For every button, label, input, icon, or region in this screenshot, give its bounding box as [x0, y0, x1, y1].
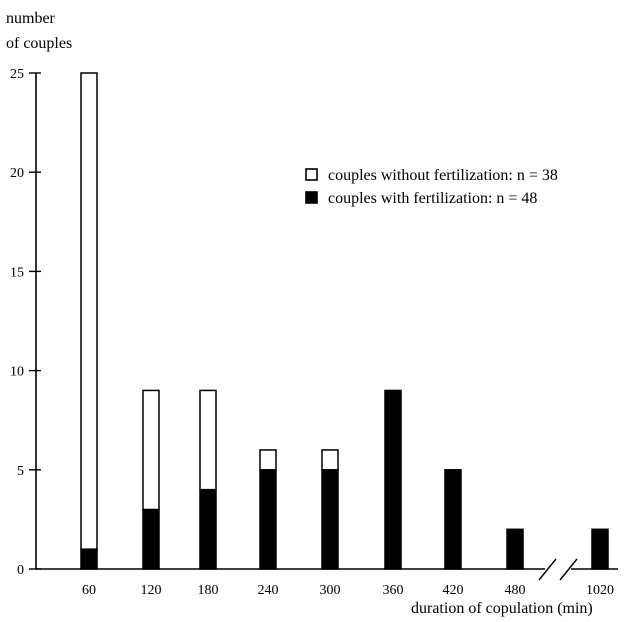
- x-tick-label: 180: [198, 583, 219, 598]
- bar-with-fertilization: [142, 508, 160, 570]
- y-tick-label: 10: [10, 365, 24, 380]
- x-tick-label: 240: [258, 583, 279, 598]
- bar-with-fertilization: [259, 469, 277, 570]
- legend-label-without-fertilization: couples without fertilization: n = 38: [328, 167, 558, 184]
- legend-label-with-fertilization: couples with fertilization: n = 48: [328, 190, 537, 207]
- x-axis-title: duration of copulation (min): [411, 600, 593, 617]
- x-tick-label: 480: [505, 583, 526, 598]
- bar-without-fertilization: [199, 389, 217, 491]
- y-tick-label: 25: [10, 67, 24, 82]
- bar-with-fertilization: [506, 528, 524, 570]
- bar-with-fertilization: [444, 469, 462, 570]
- x-tick-label: 300: [320, 583, 341, 598]
- bar-without-fertilization: [259, 449, 277, 471]
- bars: [80, 72, 609, 570]
- bar-with-fertilization: [199, 488, 217, 570]
- bar-without-fertilization: [80, 72, 98, 550]
- bar-with-fertilization: [591, 528, 609, 570]
- bar-without-fertilization: [321, 449, 339, 471]
- x-tick-label: 360: [383, 583, 404, 598]
- x-tick-label: 120: [141, 583, 162, 598]
- bar-with-fertilization: [80, 548, 98, 570]
- legend-swatch-without-fertilization: [305, 168, 318, 181]
- bar-with-fertilization: [384, 389, 402, 570]
- axis-break-marker: [538, 558, 578, 581]
- x-tick-label: 1020: [586, 583, 614, 598]
- y-tick-label: 20: [10, 166, 24, 181]
- bar-without-fertilization: [142, 389, 160, 511]
- x-ticks: 60 120 180 240 300 360 420 480 1020: [82, 583, 614, 598]
- y-tick-label: 5: [17, 464, 24, 479]
- y-axis-title-line-2: of couples: [6, 35, 72, 52]
- y-tick-label: 15: [10, 265, 24, 280]
- x-tick-label: 60: [82, 583, 96, 598]
- bar-with-fertilization: [321, 469, 339, 570]
- y-axis-title-line-1: number: [6, 10, 56, 27]
- y-axis-title: number of couples: [6, 10, 72, 52]
- legend: couples without fertilization: n = 38 co…: [305, 167, 558, 207]
- legend-swatch-with-fertilization: [305, 191, 318, 204]
- y-ticks: 0 5 10 15 20 25: [10, 67, 41, 578]
- x-tick-label: 420: [443, 583, 464, 598]
- y-tick-label: 0: [17, 563, 24, 578]
